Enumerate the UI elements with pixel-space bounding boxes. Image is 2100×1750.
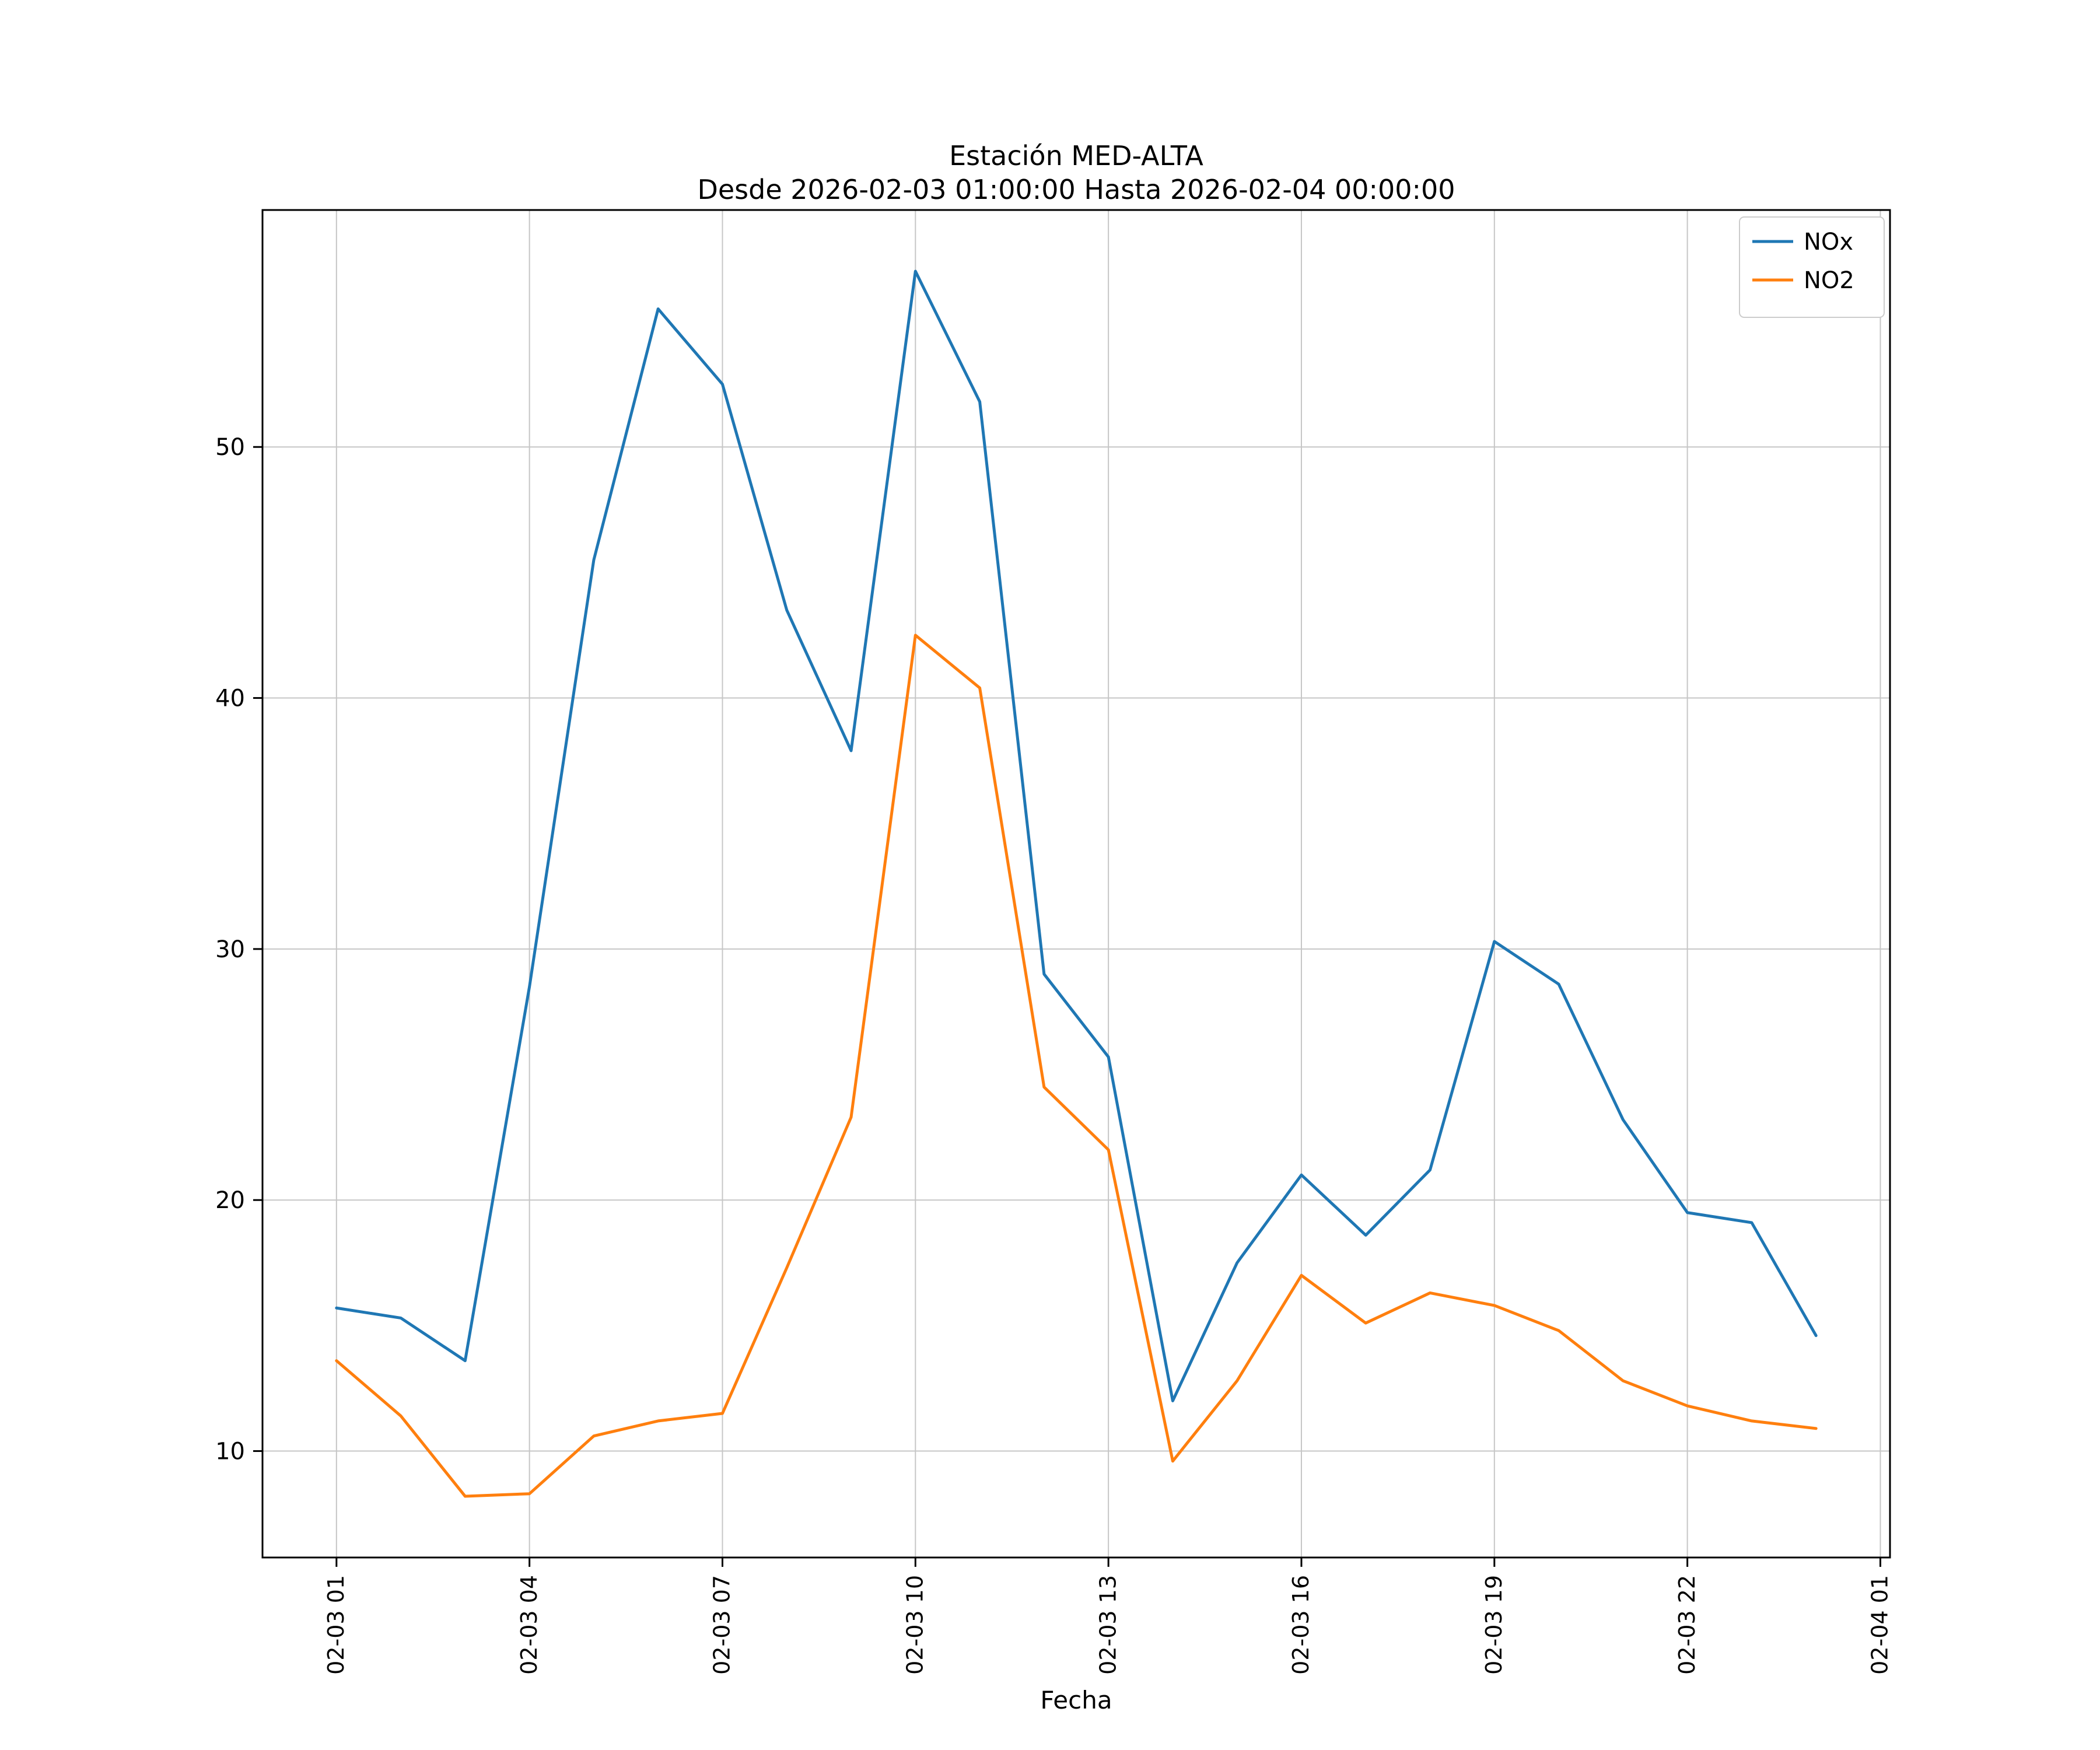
- x-tick-label: 02-03 13: [1095, 1575, 1121, 1675]
- x-tick-label: 02-03 10: [902, 1575, 928, 1675]
- x-tick-label: 02-03 22: [1674, 1575, 1700, 1675]
- x-axis-label: Fecha: [1040, 1686, 1112, 1714]
- y-tick-label: 20: [215, 1187, 245, 1214]
- x-tick-label: 02-03 16: [1288, 1575, 1314, 1675]
- y-tick-label: 50: [215, 434, 245, 461]
- axes-border: [261, 209, 1891, 1559]
- chart-title: Estación MED-ALTA: [949, 140, 1203, 172]
- series-line-NO2: [335, 634, 1818, 1498]
- legend-label-NOx: NOx: [1804, 229, 1853, 256]
- chart-subtitle: Desde 2026-02-03 01:00:00 Hasta 2026-02-…: [697, 174, 1455, 205]
- x-tick-label: 02-03 19: [1481, 1575, 1507, 1675]
- x-tick-label: 02-03 04: [516, 1575, 542, 1675]
- y-tick-label: 10: [215, 1438, 245, 1465]
- chart-title-block: Estación MED-ALTA Desde 2026-02-03 01:00…: [262, 139, 1890, 206]
- y-tick-label: 40: [215, 685, 245, 712]
- y-tick-label: 30: [215, 936, 245, 963]
- series-line-NOx: [335, 270, 1818, 1402]
- legend-label-NO2: NO2: [1804, 267, 1854, 294]
- x-tick-label: 02-03 07: [709, 1575, 735, 1675]
- x-tick-label: 02-04 01: [1867, 1575, 1893, 1675]
- x-tick-label: 02-03 01: [323, 1575, 349, 1675]
